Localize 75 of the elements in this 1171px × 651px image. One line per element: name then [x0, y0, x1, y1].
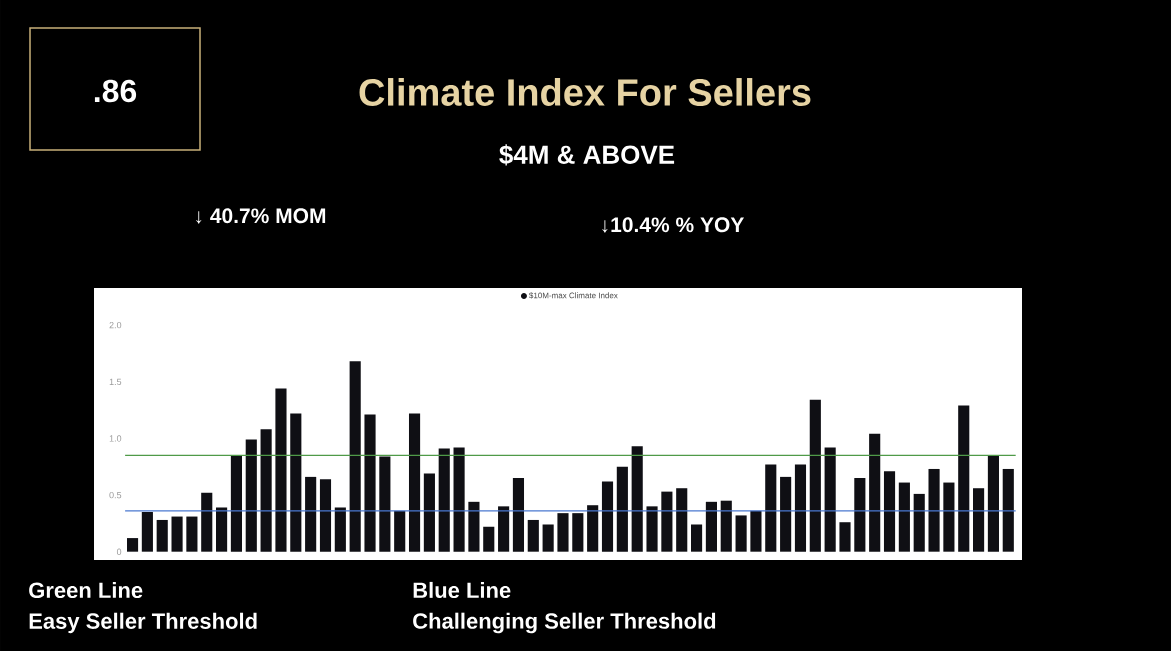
bar [349, 361, 361, 552]
bar [156, 519, 168, 552]
bar [438, 448, 450, 552]
bar [780, 476, 792, 552]
bar [720, 500, 732, 552]
bar [883, 471, 896, 552]
bar [765, 464, 777, 552]
bar [542, 524, 554, 552]
chart-subtitle: $4M & ABOVE [499, 144, 675, 166]
text: Challenging Seller Threshold [413, 612, 716, 634]
bar [498, 506, 510, 552]
bar [379, 456, 391, 552]
bar [601, 481, 614, 552]
bar [453, 447, 465, 552]
bar [319, 479, 332, 552]
bar [260, 429, 272, 552]
bar [691, 524, 703, 552]
bar [334, 507, 346, 552]
bar [987, 455, 999, 552]
bar [468, 501, 480, 552]
bar [141, 512, 153, 552]
bar [913, 493, 925, 552]
text: Green Line [29, 581, 143, 599]
bar [616, 466, 628, 552]
bar [869, 433, 881, 552]
bar [216, 507, 228, 552]
bar [735, 515, 747, 552]
y-tick-label: 1.5 [109, 378, 122, 385]
bar [646, 506, 658, 552]
text: Easy Seller Threshold [29, 612, 257, 634]
bar [898, 482, 910, 552]
bar [958, 405, 970, 552]
text: Blue Line [413, 581, 511, 599]
text: ↓ 40.7% MOM [196, 208, 326, 224]
bar [186, 516, 198, 552]
bar [750, 510, 762, 552]
bar [928, 468, 940, 552]
bar [839, 522, 851, 552]
bar [794, 464, 807, 552]
y-tick-label: 0.5 [109, 491, 122, 499]
bar [557, 513, 569, 552]
bar [305, 476, 317, 552]
bar [423, 473, 435, 552]
bar [364, 414, 376, 552]
y-tick-label: 2.0 [109, 321, 122, 329]
bar [230, 455, 242, 552]
bar [824, 447, 836, 552]
chart-title: Climate Index For Sellers [359, 78, 811, 106]
bar [676, 488, 688, 552]
bar [943, 482, 955, 552]
bar [631, 446, 643, 552]
text: .86 [94, 79, 137, 103]
y-tick-label: 1.0 [109, 435, 122, 442]
bar [408, 413, 421, 552]
bar [661, 491, 673, 552]
y-tick-label: 0 [116, 548, 122, 555]
bar [705, 501, 717, 552]
bar [973, 488, 985, 552]
bar [394, 510, 406, 552]
text: ↓10.4% % YOY [602, 217, 745, 233]
bar [483, 526, 495, 552]
bar [572, 513, 584, 552]
bar [245, 439, 257, 552]
bar [809, 399, 821, 552]
bar [201, 492, 213, 552]
bar [527, 519, 539, 552]
bar [275, 388, 287, 552]
bar [587, 505, 599, 552]
legend-label: $10M-max Climate Index [529, 292, 618, 299]
bar [126, 538, 139, 552]
bar [512, 478, 525, 552]
bar [854, 478, 866, 552]
bar [1002, 468, 1014, 552]
bar [290, 413, 302, 552]
bar [171, 516, 183, 552]
